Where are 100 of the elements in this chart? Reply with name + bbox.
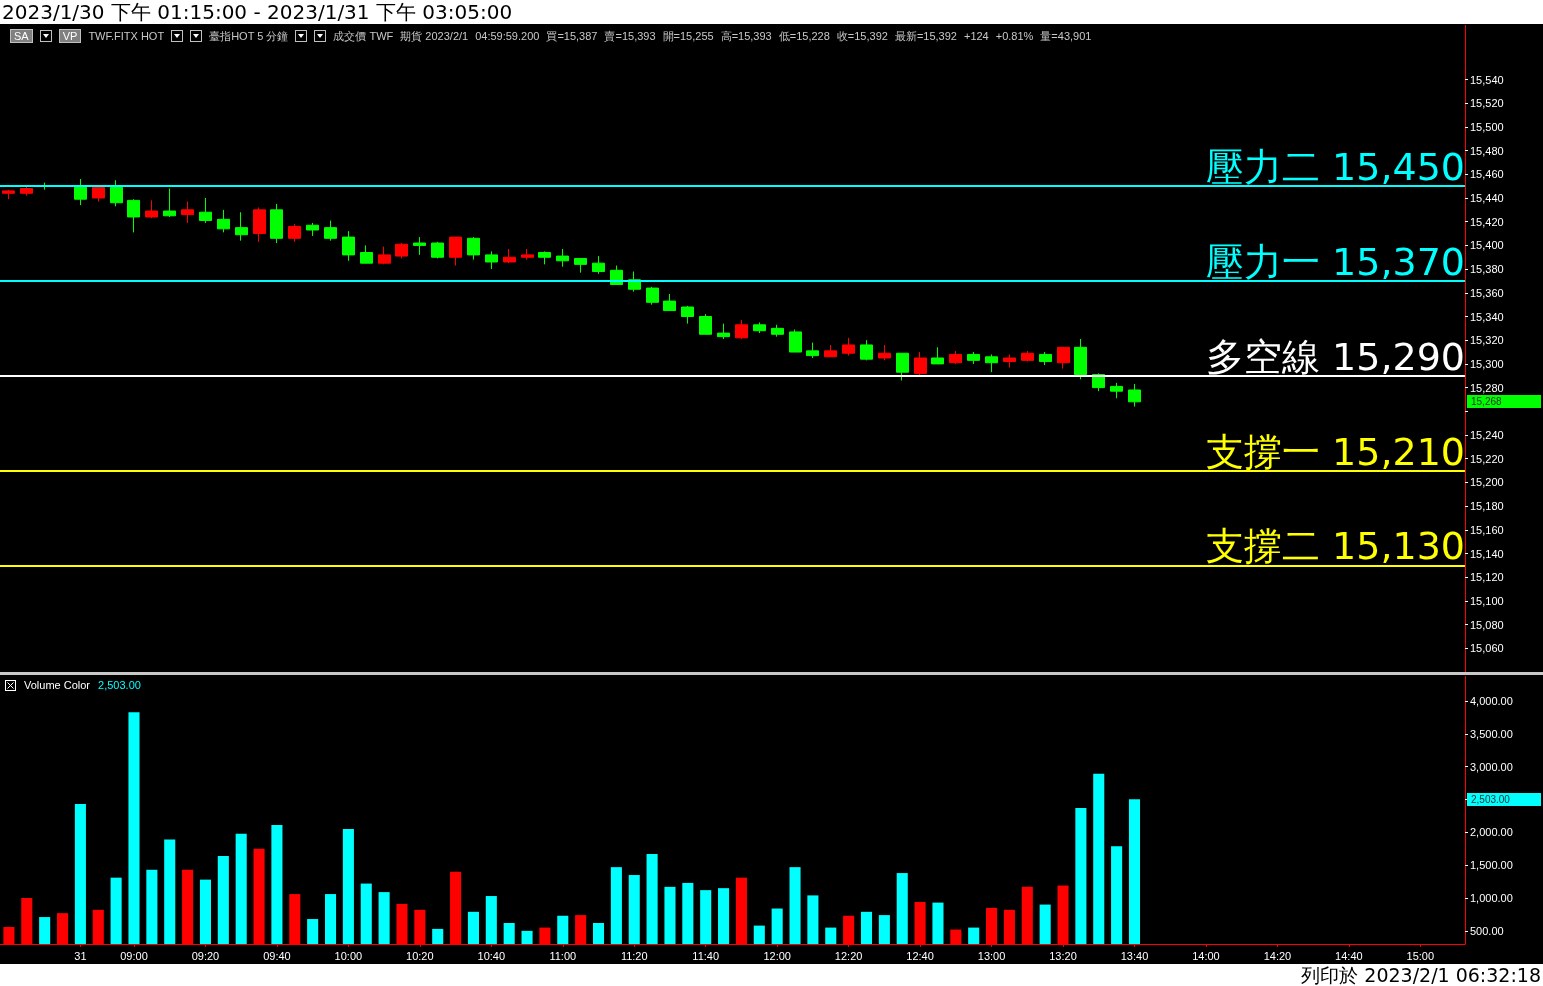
- candlestick: [699, 313, 712, 335]
- candlestick: [288, 223, 301, 243]
- candlestick: [324, 220, 337, 242]
- candlestick: [306, 222, 319, 237]
- candlestick: [503, 248, 516, 264]
- annotation: 量=43,901: [1040, 28, 1092, 44]
- annotation: SA: [10, 29, 33, 43]
- candlestick: [556, 248, 569, 268]
- candlestick: [485, 250, 498, 270]
- y-tick-label: 15,080: [1470, 618, 1504, 631]
- candlestick: [985, 353, 998, 373]
- candlestick: [824, 344, 837, 358]
- annotation: 低=15,228: [778, 28, 830, 44]
- y-tick-label: 15,520: [1470, 97, 1504, 110]
- x-tick-label: 14:00: [1192, 949, 1220, 962]
- x-tick-label: 13:00: [977, 949, 1006, 962]
- y-tick-label: 15,180: [1470, 500, 1504, 513]
- y-tick-label: 3,000.00: [1470, 760, 1513, 773]
- candlestick: [735, 319, 748, 340]
- x-tick-label: 14:40: [1335, 949, 1363, 962]
- ref-line-label: 壓力二 15,450: [1205, 145, 1465, 190]
- candlestick: [931, 346, 944, 365]
- candlestick: [1110, 382, 1123, 399]
- candlestick: [92, 185, 105, 203]
- annotation: +0.81%: [995, 30, 1034, 42]
- chart-title: Volume Color: [24, 679, 91, 691]
- y-tick-label: 15,100: [1470, 594, 1504, 607]
- annotation: 賣=15,393: [604, 28, 656, 44]
- ref-line-label: 支撐一 15,210: [1205, 429, 1465, 474]
- candlestick: [413, 236, 426, 256]
- annotation: VP: [58, 29, 82, 43]
- candlestick: [842, 337, 855, 357]
- y-tick-label: 500.00: [1470, 924, 1504, 937]
- candlestick: [181, 201, 194, 224]
- candlestick: [1074, 338, 1087, 380]
- x-tick-label: 13:20: [1049, 949, 1077, 962]
- y-tick-label: 15,500: [1470, 120, 1504, 133]
- candlestick: [110, 179, 123, 207]
- candlestick: [360, 244, 373, 264]
- candlestick: [431, 241, 444, 259]
- y-tick-label: 2,000.00: [1470, 826, 1513, 839]
- x-tick-label: 12:20: [834, 949, 863, 962]
- annotation: +124: [963, 30, 989, 42]
- candlestick: [1039, 351, 1052, 366]
- y-tick-label: 15,280: [1470, 381, 1504, 394]
- candlestick: [127, 198, 140, 233]
- y-tick-label: 15,220: [1470, 452, 1504, 465]
- candlestick: [270, 203, 283, 244]
- annotation: 最新=15,392: [894, 28, 957, 44]
- candlestick: [2, 189, 15, 200]
- y-tick-label: 15,460: [1470, 168, 1504, 181]
- candlestick: [235, 211, 248, 242]
- annotation: 期貨 2023/2/1: [400, 28, 469, 44]
- candlestick: [199, 197, 212, 224]
- x-tick-label: 11:00: [549, 949, 577, 962]
- x-tick-label: 10:20: [406, 949, 434, 962]
- x-tick-label: 11:40: [692, 949, 720, 962]
- candlestick: [217, 209, 230, 233]
- candlestick: [949, 350, 962, 365]
- candlestick: [717, 323, 730, 340]
- chart-title: 2023/1/30 下午 01:15:00 - 2023/1/31 下午 03:05:00: [0, 0, 1543, 24]
- y-tick-label: 15,480: [1470, 144, 1504, 157]
- annotation: 04:59:59.200: [475, 30, 540, 42]
- y-tick-label: 15,360: [1470, 286, 1504, 299]
- candlestick: [574, 257, 587, 274]
- x-tick-label: 12:40: [906, 949, 934, 962]
- x-tick-label: 31: [74, 949, 87, 962]
- y-tick-label: 4,000.00: [1470, 694, 1513, 707]
- candlestick: [378, 246, 391, 265]
- y-tick-label: 15,400: [1470, 239, 1504, 252]
- y-tick-label: 15,420: [1470, 215, 1504, 228]
- candlestick: [1003, 353, 1016, 368]
- y-tick-label: 15,300: [1470, 357, 1504, 370]
- y-tick-label: 15,380: [1470, 263, 1504, 276]
- candlestick: [896, 352, 909, 381]
- candlestick: [789, 329, 802, 353]
- candlestick: [681, 305, 694, 325]
- y-tick-label: 15,340: [1470, 310, 1504, 323]
- annotation: 2,503.00: [98, 679, 141, 691]
- candlestick: [1128, 383, 1141, 408]
- annotation: TWF.FITX HOT: [88, 30, 165, 42]
- candlestick: [806, 342, 819, 359]
- candlestick: [1057, 346, 1070, 370]
- y-tick-label: 15,200: [1470, 476, 1504, 489]
- ref-line-label: 支撐二 15,130: [1205, 524, 1465, 569]
- x-tick-label: 12:00: [763, 949, 791, 962]
- candlestick: [967, 351, 980, 365]
- annotation: 收=15,392: [836, 28, 888, 44]
- x-tick-label: 09:00: [120, 949, 148, 962]
- annotation: 高=15,393: [720, 28, 772, 44]
- candlestick: [592, 255, 605, 275]
- y-tick-label: 1,500.00: [1470, 859, 1513, 872]
- candlestick: [1021, 350, 1034, 363]
- y-tick-label: 15,540: [1470, 73, 1504, 86]
- candlestick: [753, 321, 766, 334]
- candlestick: [663, 293, 676, 312]
- candlestick: [521, 248, 534, 261]
- candlestick: [163, 188, 176, 218]
- candlestick: [467, 236, 480, 261]
- annotation: 臺指HOT 5 分鐘: [209, 28, 289, 44]
